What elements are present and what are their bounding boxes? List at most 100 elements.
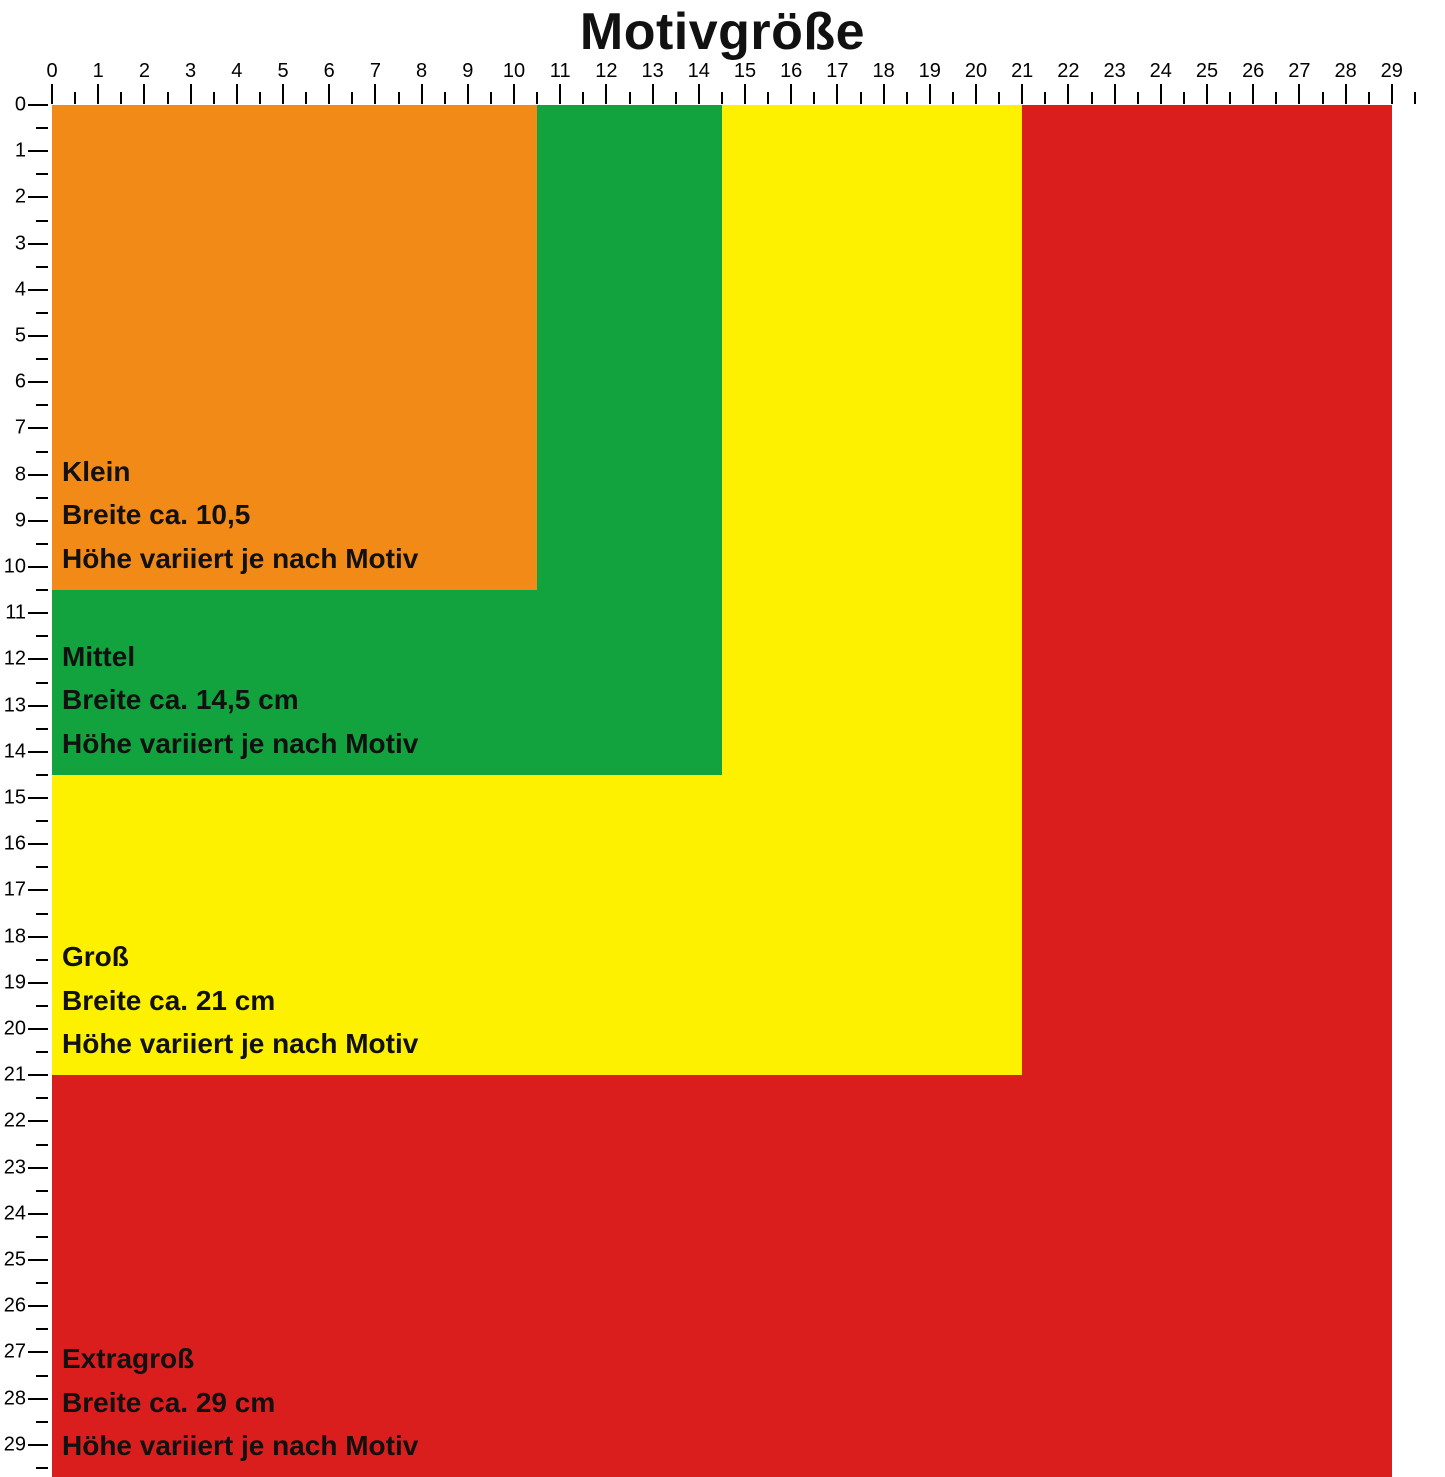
ruler-top-tick-major [143,84,145,104]
ruler-left-number: 14 [0,740,26,763]
ruler-top-tick-major [1252,84,1254,104]
ruler-top-number: 29 [1381,60,1403,83]
ruler-top-tick-major [605,84,607,104]
ruler-left-tick-major [28,843,48,845]
ruler-left-tick-major [28,797,48,799]
size-label-extragroß: ExtragroßBreite ca. 29 cmHöhe variiert j… [62,1337,418,1467]
ruler-left-tick-major [28,335,48,337]
ruler-left-tick-minor [36,913,48,915]
size-label-line: Höhe variiert je nach Motiv [62,537,418,580]
ruler-top-tick-major [836,84,838,104]
ruler-top-tick-major [883,84,885,104]
ruler-top-number: 12 [595,60,617,83]
ruler-left-number: 15 [0,787,26,810]
ruler-top-tick-minor [1368,92,1370,104]
ruler-top-number: 13 [641,60,663,83]
ruler-top-tick-minor [906,92,908,104]
ruler-left-tick-minor [36,1328,48,1330]
ruler-left-number: 26 [0,1295,26,1318]
ruler-left-tick-major [28,566,48,568]
ruler-top-tick-major [1021,84,1023,104]
ruler-top-number: 7 [370,60,381,83]
ruler-left-tick-major [28,427,48,429]
ruler-left-tick-major [28,1213,48,1215]
ruler-left-number: 0 [0,94,26,117]
ruler-left-tick-major [28,1351,48,1353]
ruler-left-tick-major [28,1074,48,1076]
ruler-left: 0123456789101112131415161718192021222324… [0,0,45,1445]
ruler-left-number: 10 [0,556,26,579]
ruler-left-number: 18 [0,925,26,948]
ruler-top: 0123456789101112131415161718192021222324… [0,60,1445,105]
ruler-top-tick-major [744,84,746,104]
ruler-left-tick-major [28,474,48,476]
ruler-left-tick-minor [36,220,48,222]
ruler-left-number: 25 [0,1249,26,1272]
ruler-top-number: 25 [1196,60,1218,83]
ruler-left-tick-minor [36,959,48,961]
ruler-top-tick-minor [490,92,492,104]
ruler-top-number: 6 [324,60,335,83]
ruler-left-tick-minor [36,1421,48,1423]
ruler-left-tick-major [28,243,48,245]
ruler-top-number: 27 [1288,60,1310,83]
ruler-left-number: 1 [0,140,26,163]
size-label-line: Höhe variiert je nach Motiv [62,1424,418,1467]
ruler-left-tick-minor [36,1375,48,1377]
ruler-left-tick-minor [36,1236,48,1238]
ruler-top-tick-minor [1275,92,1277,104]
ruler-left-number: 24 [0,1202,26,1225]
size-label-groß: GroßBreite ca. 21 cmHöhe variiert je nac… [62,935,418,1065]
ruler-top-tick-major [513,84,515,104]
ruler-left-tick-major [28,1028,48,1030]
ruler-top-tick-major [1114,84,1116,104]
ruler-top-tick-major [51,84,53,104]
ruler-top-tick-major [1206,84,1208,104]
ruler-top-tick-major [1391,84,1393,104]
ruler-left-tick-major [28,751,48,753]
ruler-top-tick-minor [629,92,631,104]
ruler-left-number: 12 [0,648,26,671]
ruler-top-tick-major [698,84,700,104]
ruler-left-number: 16 [0,833,26,856]
ruler-left-tick-minor [36,451,48,453]
ruler-top-tick-minor [444,92,446,104]
ruler-left-number: 17 [0,879,26,902]
ruler-left-number: 6 [0,371,26,394]
ruler-left-number: 5 [0,325,26,348]
ruler-top-number: 23 [1103,60,1125,83]
ruler-left-tick-major [28,612,48,614]
ruler-left-tick-minor [36,635,48,637]
size-label-line: Klein [62,450,418,493]
ruler-top-tick-major [1160,84,1162,104]
ruler-left-tick-minor [36,728,48,730]
ruler-left-tick-major [28,936,48,938]
ruler-left-number: 23 [0,1156,26,1179]
ruler-left-tick-major [28,1259,48,1261]
ruler-top-number: 1 [93,60,104,83]
ruler-top-tick-major [328,84,330,104]
ruler-left-tick-minor [36,497,48,499]
ruler-top-number: 15 [734,60,756,83]
ruler-top-tick-minor [767,92,769,104]
ruler-left-number: 21 [0,1064,26,1087]
ruler-top-tick-minor [213,92,215,104]
ruler-left-number: 4 [0,278,26,301]
ruler-top-tick-minor [74,92,76,104]
ruler-left-tick-major [28,520,48,522]
ruler-left-number: 20 [0,1018,26,1041]
ruler-top-number: 5 [277,60,288,83]
ruler-top-tick-minor [813,92,815,104]
page-title: Motivgröße [0,2,1445,62]
ruler-top-tick-minor [120,92,122,104]
ruler-top-tick-minor [721,92,723,104]
ruler-left-number: 9 [0,509,26,532]
ruler-top-number: 16 [780,60,802,83]
ruler-left-tick-major [28,1120,48,1122]
ruler-left-tick-minor [36,358,48,360]
size-label-line: Breite ca. 21 cm [62,979,418,1022]
ruler-top-number: 21 [1011,60,1033,83]
ruler-top-number: 2 [139,60,150,83]
ruler-left-tick-major [28,982,48,984]
ruler-left-number: 22 [0,1110,26,1133]
